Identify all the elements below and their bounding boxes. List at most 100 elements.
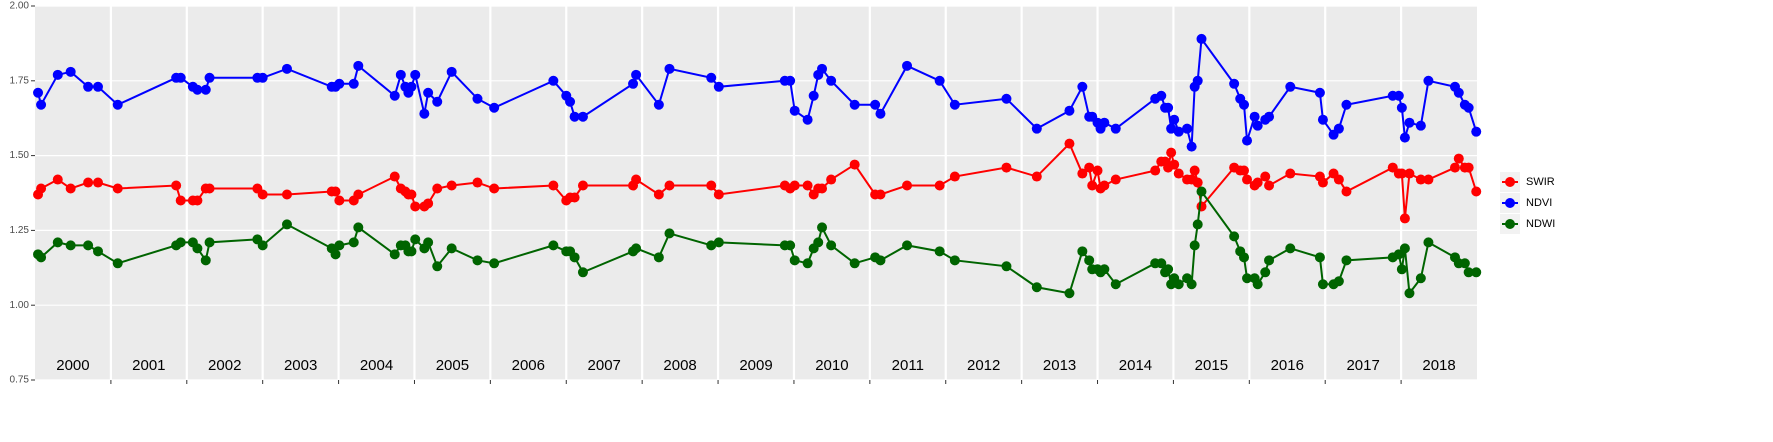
point [1001, 162, 1012, 173]
point [200, 84, 211, 95]
point [713, 189, 724, 200]
point [1317, 177, 1328, 188]
point [1317, 279, 1328, 290]
point [569, 192, 580, 203]
point [1404, 117, 1415, 128]
point [489, 102, 500, 113]
point [569, 111, 580, 122]
point [1150, 165, 1161, 176]
point [389, 171, 400, 182]
point [817, 183, 828, 194]
point [52, 69, 63, 80]
point [1077, 246, 1088, 257]
point [281, 219, 292, 230]
point [489, 183, 500, 194]
point [628, 78, 639, 89]
year-label: 2018 [1422, 357, 1455, 374]
point [446, 243, 457, 254]
point [1463, 162, 1474, 173]
point [353, 222, 364, 233]
y-tick-label: 1.50 [10, 150, 30, 161]
point [472, 255, 483, 266]
point [83, 81, 94, 92]
point [1333, 174, 1344, 185]
point [934, 246, 945, 257]
point [1463, 267, 1474, 278]
point [36, 99, 47, 110]
point [1415, 174, 1426, 185]
point [52, 237, 63, 248]
year-label: 2012 [967, 357, 1000, 374]
point [826, 75, 837, 86]
point [33, 87, 44, 98]
point [1189, 165, 1200, 176]
point [1099, 264, 1110, 275]
point [1192, 219, 1203, 230]
point [1099, 117, 1110, 128]
point [334, 78, 345, 89]
year-label: 2016 [1271, 357, 1304, 374]
point [706, 240, 717, 251]
point [1415, 273, 1426, 284]
point [348, 78, 359, 89]
point [789, 180, 800, 191]
point [902, 180, 913, 191]
point [1163, 102, 1174, 113]
point [1399, 132, 1410, 143]
point [406, 246, 417, 257]
point [785, 75, 796, 86]
point [808, 90, 819, 101]
point [192, 195, 203, 206]
point [192, 84, 203, 95]
point [1077, 81, 1088, 92]
point [353, 60, 364, 71]
point [1404, 288, 1415, 299]
point [112, 183, 123, 194]
point [204, 237, 215, 248]
year-label: 2001 [132, 357, 165, 374]
point [192, 243, 203, 254]
point [875, 108, 886, 119]
point [577, 180, 588, 191]
point [1001, 93, 1012, 104]
point [1404, 168, 1415, 179]
point [875, 255, 886, 266]
point [423, 237, 434, 248]
point [175, 195, 186, 206]
point [1252, 279, 1263, 290]
point [1173, 126, 1184, 137]
year-label: 2007 [588, 357, 621, 374]
year-label: 2000 [56, 357, 89, 374]
point [1393, 90, 1404, 101]
point [1415, 120, 1426, 131]
point [330, 186, 341, 197]
point [423, 198, 434, 209]
point [1239, 99, 1250, 110]
point [389, 90, 400, 101]
point [1196, 201, 1207, 212]
point [1399, 213, 1410, 224]
point [83, 177, 94, 188]
point [813, 237, 824, 248]
point [664, 63, 675, 74]
point [706, 72, 717, 83]
legend-label: NDWI [1526, 218, 1555, 230]
point [1242, 273, 1253, 284]
year-label: 2011 [892, 357, 924, 374]
point [1423, 75, 1434, 86]
point [653, 252, 664, 263]
year-label: 2014 [1119, 357, 1152, 374]
point [1459, 258, 1470, 269]
point [389, 249, 400, 260]
point [875, 189, 886, 200]
point [1189, 240, 1200, 251]
point [92, 81, 103, 92]
point [65, 183, 76, 194]
point [36, 183, 47, 194]
point [204, 72, 215, 83]
point [406, 81, 417, 92]
point [281, 189, 292, 200]
point [1229, 231, 1240, 242]
point [83, 240, 94, 251]
point [1285, 81, 1296, 92]
